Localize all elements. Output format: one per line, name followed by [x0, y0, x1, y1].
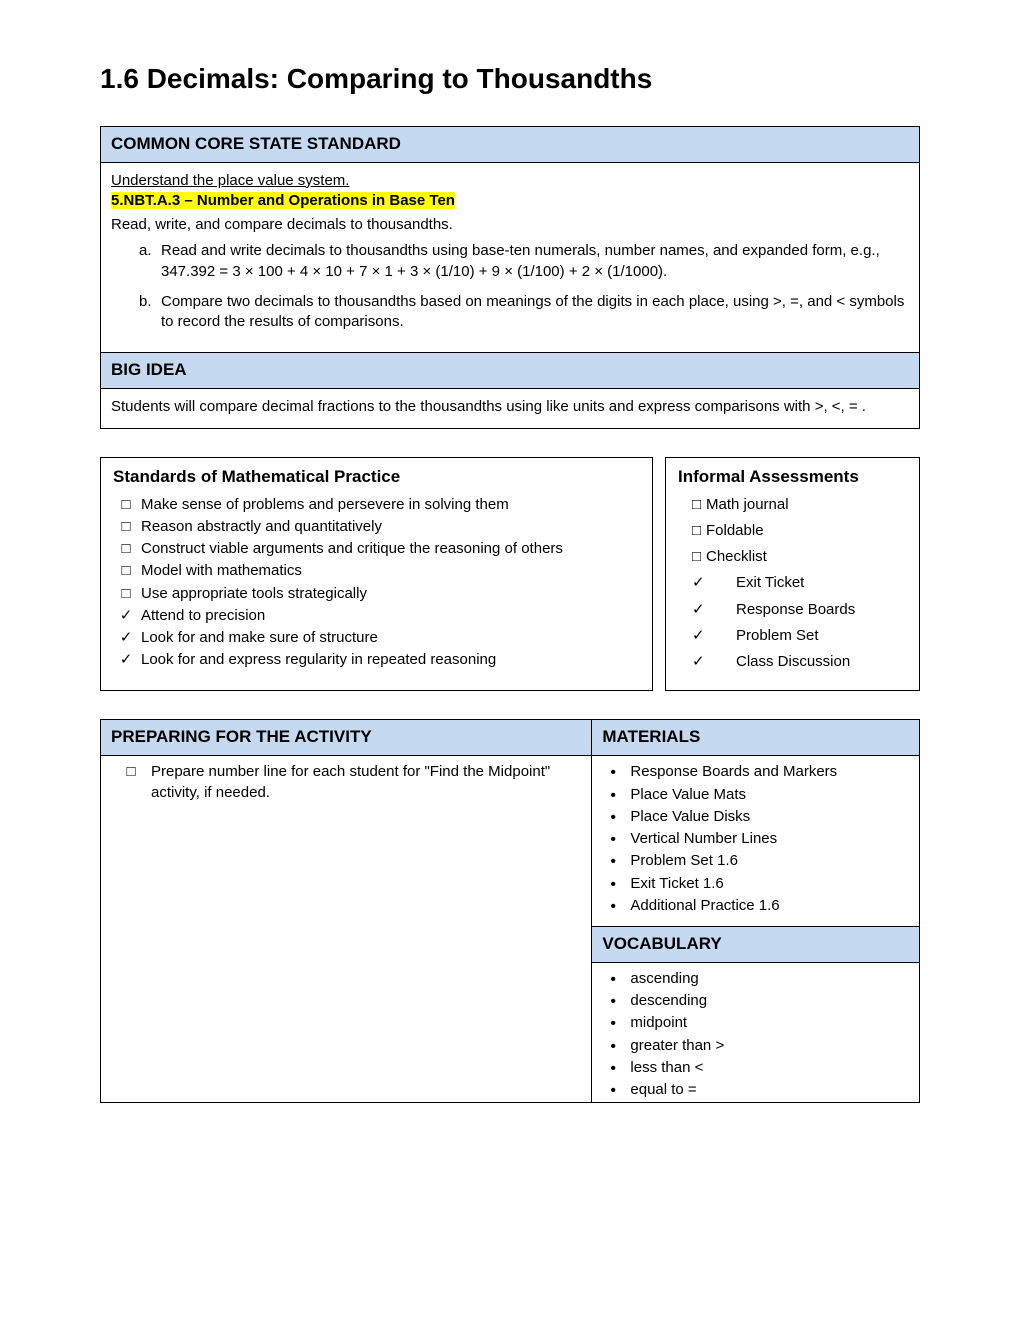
smp-item: □Model with mathematics: [141, 561, 640, 581]
smp-header: Standards of Mathematical Practice: [113, 466, 640, 489]
assess-item: □Math journal: [692, 495, 907, 515]
prep-header: PREPARING FOR THE ACTIVITY: [101, 720, 592, 756]
smp-item-label: Model with mathematics: [141, 562, 302, 579]
prep-checkbox: □: [111, 762, 151, 803]
materials-header: MATERIALS: [592, 720, 920, 756]
prep-table: PREPARING FOR THE ACTIVITY MATERIALS □ P…: [100, 719, 920, 1103]
assess-box: Informal Assessments □Math journal□Folda…: [665, 457, 920, 692]
smp-item-label: Look for and make sure of structure: [141, 629, 378, 646]
check-icon: ✓: [117, 606, 135, 626]
ccss-b-letter: b.: [139, 292, 152, 312]
smp-item-label: Attend to precision: [141, 607, 265, 624]
bigidea-header: BIG IDEA: [101, 352, 919, 389]
vocab-item: less than <: [630, 1058, 909, 1078]
assess-item-label: Foldable: [706, 521, 764, 541]
ccss-box: COMMON CORE STATE STANDARD Understand th…: [100, 126, 920, 429]
vocab-list: ascendingdescendingmidpoint greater than …: [602, 969, 909, 1101]
assess-item: □Foldable: [692, 521, 907, 541]
smp-item: ✓Look for and make sure of structure: [141, 628, 640, 648]
ccss-code: 5.NBT.A.3 – Number and Operations in Bas…: [111, 192, 455, 209]
vocab-body: ascendingdescendingmidpoint greater than …: [592, 962, 920, 1103]
vocab-header: VOCABULARY: [592, 927, 920, 963]
checkbox-icon: □: [117, 539, 135, 559]
vocab-item: midpoint: [630, 1013, 909, 1033]
smp-item: □Make sense of problems and persevere in…: [141, 495, 640, 515]
smp-item-label: Reason abstractly and quantitatively: [141, 518, 382, 535]
checkbox-icon: □: [692, 495, 706, 515]
ccss-item-a: a. Read and write decimals to thousandth…: [161, 241, 909, 282]
checkbox-icon: □: [117, 517, 135, 537]
material-item: Vertical Number Lines: [630, 829, 909, 849]
smp-item: ✓Look for and express regularity in repe…: [141, 650, 640, 670]
vocab-item: equal to =: [630, 1080, 909, 1100]
checkbox-icon: □: [117, 584, 135, 604]
ccss-intro: Read, write, and compare decimals to tho…: [111, 215, 909, 235]
checkbox-icon: □: [692, 547, 706, 567]
check-icon: ✓: [117, 628, 135, 648]
assess-item-label: Exit Ticket: [736, 573, 804, 593]
material-item: Additional Practice 1.6: [630, 896, 909, 916]
material-item: Place Value Disks: [630, 807, 909, 827]
assess-item-label: Checklist: [706, 547, 767, 567]
assess-item: ✓Class Discussion: [692, 652, 907, 672]
material-item: Place Value Mats: [630, 785, 909, 805]
check-icon: ✓: [692, 626, 736, 646]
ccss-item-b: b. Compare two decimals to thousandths b…: [161, 292, 909, 333]
material-item: Response Boards and Markers: [630, 762, 909, 782]
assess-list: □Math journal□Foldable□Checklist✓Exit Ti…: [678, 495, 907, 673]
smp-item: □Construct viable arguments and critique…: [141, 539, 640, 559]
smp-item: □Use appropriate tools strategically: [141, 584, 640, 604]
ccss-b-text: Compare two decimals to thousandths base…: [161, 293, 904, 330]
assess-item: ✓Problem Set: [692, 626, 907, 646]
assess-item-label: Response Boards: [736, 600, 855, 620]
ccss-body: Understand the place value system. 5.NBT…: [101, 163, 919, 353]
checkbox-icon: □: [117, 495, 135, 515]
assess-header: Informal Assessments: [678, 466, 907, 489]
assess-item: □Checklist: [692, 547, 907, 567]
materials-list: Response Boards and Markers Place Value M…: [602, 762, 909, 916]
materials-body: Response Boards and Markers Place Value M…: [592, 756, 920, 927]
smp-box: Standards of Mathematical Practice □ Make…: [100, 457, 653, 692]
check-icon: ✓: [117, 650, 135, 670]
prep-body: □ Prepare number line for each student f…: [101, 756, 592, 1103]
prep-text: Prepare number line for each student for…: [151, 762, 581, 803]
assess-item-label: Problem Set: [736, 626, 819, 646]
smp-list: □ Make sense of problems and persevere in…: [113, 495, 640, 671]
assess-item: ✓Exit Ticket: [692, 573, 907, 593]
bigidea-body: Students will compare decimal fractions …: [101, 389, 919, 427]
smp-item-label: Use appropriate tools strategically: [141, 585, 367, 602]
smp-item-label: Construct viable arguments and critique …: [141, 540, 563, 557]
check-icon: ✓: [692, 573, 736, 593]
vocab-item: ascending: [630, 969, 909, 989]
material-item: Problem Set 1.6: [630, 851, 909, 871]
vocab-item: descending: [630, 991, 909, 1011]
check-icon: ✓: [692, 652, 736, 672]
ccss-a-letter: a.: [139, 241, 152, 261]
material-item: Exit Ticket 1.6: [630, 874, 909, 894]
ccss-understand: Understand the place value system.: [111, 171, 909, 191]
smp-item: □Reason abstractly and quantitatively: [141, 517, 640, 537]
page-title: 1.6 Decimals: Comparing to Thousandths: [100, 60, 920, 98]
assess-item: ✓Response Boards: [692, 600, 907, 620]
ccss-a-text: Read and write decimals to thousandths u…: [161, 242, 880, 279]
assess-item-label: Math journal: [706, 495, 789, 515]
smp-item: ✓Attend to precision: [141, 606, 640, 626]
smp-item-label: Look for and express regularity in repea…: [141, 651, 496, 668]
checkbox-icon: □: [117, 561, 135, 581]
smp-item-label: Make sense of problems and persevere in …: [141, 496, 509, 513]
check-icon: ✓: [692, 600, 736, 620]
ccss-header: COMMON CORE STATE STANDARD: [101, 127, 919, 163]
vocab-item: greater than >: [630, 1036, 909, 1056]
checkbox-icon: □: [692, 521, 706, 541]
assess-item-label: Class Discussion: [736, 652, 850, 672]
